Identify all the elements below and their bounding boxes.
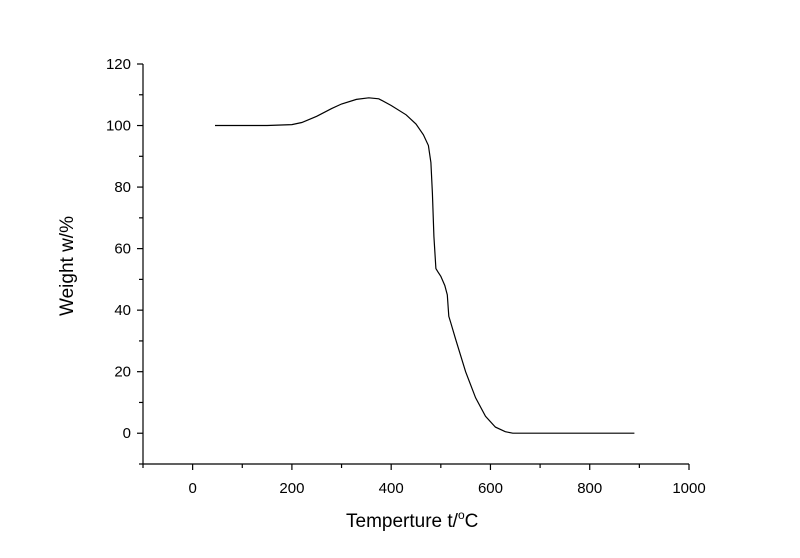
tick-labels: 0 20 40 60 80 100 120 0 200 400 600 800 1000 bbox=[106, 56, 706, 497]
series-line bbox=[215, 97, 635, 434]
x-tick-label: 1000 bbox=[672, 480, 705, 497]
y-tick-label: 20 bbox=[114, 364, 131, 381]
x-tick-label: 800 bbox=[577, 480, 602, 497]
y-axis-title: Weight w/% bbox=[57, 216, 78, 316]
x-axis-title-sup: o bbox=[458, 508, 465, 522]
y-tick-label: 120 bbox=[106, 56, 131, 73]
x-axis-title: Temperture t/oC bbox=[346, 508, 478, 532]
ticks bbox=[137, 63, 690, 470]
x-axis-title-unit: C bbox=[465, 511, 479, 532]
x-tick-label: 0 bbox=[188, 480, 196, 497]
y-tick-label: 60 bbox=[114, 241, 131, 258]
x-axis-title-main: Temperture t/ bbox=[346, 511, 459, 532]
y-tick-label: 0 bbox=[123, 425, 131, 442]
x-tick-label: 400 bbox=[379, 480, 404, 497]
series bbox=[215, 97, 635, 434]
y-tick-label: 100 bbox=[106, 118, 131, 135]
y-tick-label: 80 bbox=[114, 179, 131, 196]
x-tick-label: 600 bbox=[478, 480, 503, 497]
y-tick-label: 40 bbox=[114, 302, 131, 319]
x-tick-label: 200 bbox=[279, 480, 304, 497]
axes bbox=[142, 64, 689, 465]
